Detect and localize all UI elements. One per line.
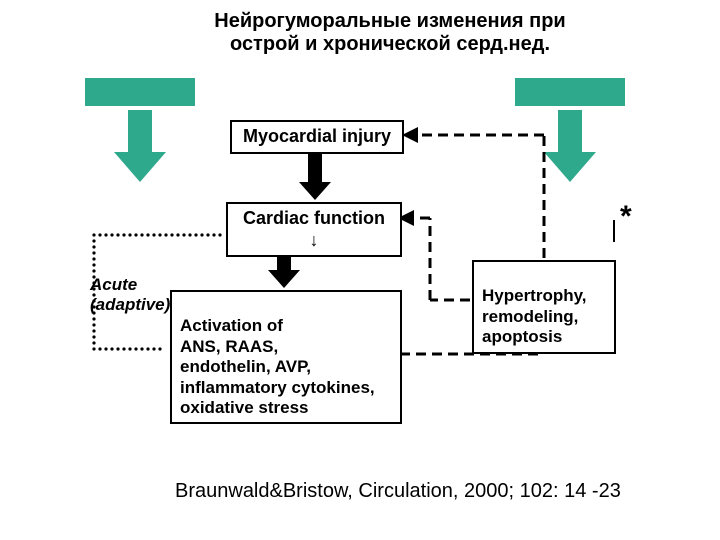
node-myocardial-injury: Myocardial injury	[230, 120, 404, 154]
green-arrow-left	[114, 110, 166, 182]
node-activation-text: Activation of ANS, RAAS, endothelin, AVP…	[180, 316, 375, 417]
node-myocardial-text: Myocardial injury	[243, 126, 391, 146]
acute-text: Acute (adaptive)	[90, 275, 170, 314]
arrow-myocardial-to-cardiac	[299, 152, 331, 200]
dashed-hypertrophy-to-cardiac	[398, 210, 470, 300]
asterisk: *	[620, 200, 632, 234]
citation-text: Braunwald&Bristow, Circulation, 2000; 10…	[175, 480, 621, 502]
asterisk-text: *	[620, 200, 632, 233]
node-cardiac-function: Cardiac function ↓	[226, 202, 402, 257]
node-hypertrophy-text: Hypertrophy, remodeling, apoptosis	[482, 286, 587, 346]
node-hypertrophy: Hypertrophy, remodeling, apoptosis	[472, 260, 616, 354]
citation: Braunwald&Bristow, Circulation, 2000; 10…	[175, 480, 621, 503]
down-arrow-glyph: ↓	[310, 230, 319, 250]
green-arrow-right	[544, 110, 596, 182]
node-cardiac-text: Cardiac function	[243, 208, 385, 228]
acute-adaptive-label: Acute (adaptive)	[90, 255, 170, 315]
node-activation: Activation of ANS, RAAS, endothelin, AVP…	[170, 290, 402, 424]
dashed-hypertrophy-to-myocardial	[402, 127, 544, 258]
